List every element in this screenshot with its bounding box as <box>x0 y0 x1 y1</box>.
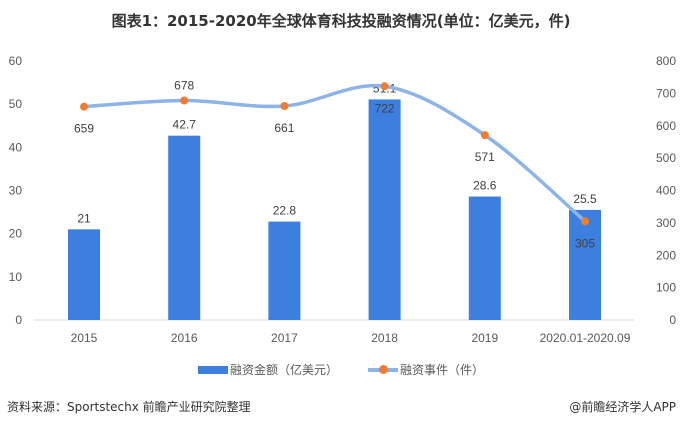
y-right-tick-label: 300 <box>656 216 676 230</box>
line-marker <box>581 217 589 226</box>
bar-data-label: 22.8 <box>273 204 297 218</box>
legend-label: 融资金额（亿美元） <box>229 363 338 377</box>
chart-plot: 0102030405060010020030040050060070080020… <box>9 54 677 345</box>
bar <box>569 209 601 320</box>
y-left-tick-label: 30 <box>9 184 23 198</box>
line-data-label: 659 <box>74 122 94 136</box>
y-left-tick-label: 60 <box>9 54 23 68</box>
legend-bar-swatch <box>197 365 228 374</box>
bar <box>368 99 401 320</box>
line-data-label: 678 <box>174 78 194 92</box>
bar <box>168 135 201 320</box>
y-right-tick-label: 100 <box>656 281 676 295</box>
x-tick-label: 2019 <box>471 331 498 345</box>
line-marker <box>80 102 88 111</box>
line-data-label: 305 <box>575 236 595 250</box>
y-left-tick-label: 0 <box>15 313 22 327</box>
x-tick-label: 2017 <box>271 331 298 345</box>
line-marker <box>380 82 389 91</box>
legend: 融资金额（亿美元） 融资事件（件） <box>0 361 682 378</box>
source-note: 资料来源：Sportstechx 前瞻产业研究院整理 <box>7 400 251 414</box>
line-marker <box>180 96 189 105</box>
y-right-tick-label: 200 <box>656 248 676 262</box>
bar-data-label: 25.5 <box>573 192 597 206</box>
y-right-tick-label: 600 <box>656 119 676 133</box>
y-right-tick-label: 700 <box>656 86 676 100</box>
y-right-tick-label: 500 <box>656 151 676 165</box>
bar <box>268 221 301 320</box>
y-right-tick-label: 800 <box>656 54 676 68</box>
credit: @前瞻经济学人APP <box>569 400 676 414</box>
line-data-label: 571 <box>475 150 495 164</box>
bar <box>68 229 100 320</box>
x-tick-label: 2016 <box>171 331 198 345</box>
line-marker <box>480 131 489 140</box>
y-left-tick-label: 10 <box>9 270 23 284</box>
chart-title: 图表1：2015-2020年全球体育科技投融资情况(单位：亿美元，件) <box>111 12 571 30</box>
bar-data-label: 21 <box>77 211 91 225</box>
line-data-label: 661 <box>274 121 294 135</box>
line-data-label: 722 <box>375 101 395 115</box>
legend-item-amount[interactable]: 融资金额（亿美元） <box>197 361 338 378</box>
line-series <box>82 83 587 224</box>
legend-label: 融资事件（件） <box>400 363 485 377</box>
y-right-tick-label: 400 <box>656 184 676 198</box>
line-marker <box>280 102 289 111</box>
y-left-tick-label: 50 <box>9 97 23 111</box>
bar-data-label: 28.6 <box>473 179 497 193</box>
x-tick-label: 2020.01-2020.09 <box>540 331 631 345</box>
legend-item-events[interactable]: 融资事件（件） <box>368 361 484 378</box>
x-tick-label: 2018 <box>371 331 398 345</box>
y-right-tick-label: 0 <box>669 313 676 327</box>
y-left-tick-label: 20 <box>9 227 23 241</box>
x-tick-label: 2015 <box>71 331 98 345</box>
legend-line-swatch <box>368 364 398 374</box>
bar-data-label: 42.7 <box>173 118 197 132</box>
bar <box>468 196 501 320</box>
y-left-tick-label: 40 <box>9 140 23 154</box>
